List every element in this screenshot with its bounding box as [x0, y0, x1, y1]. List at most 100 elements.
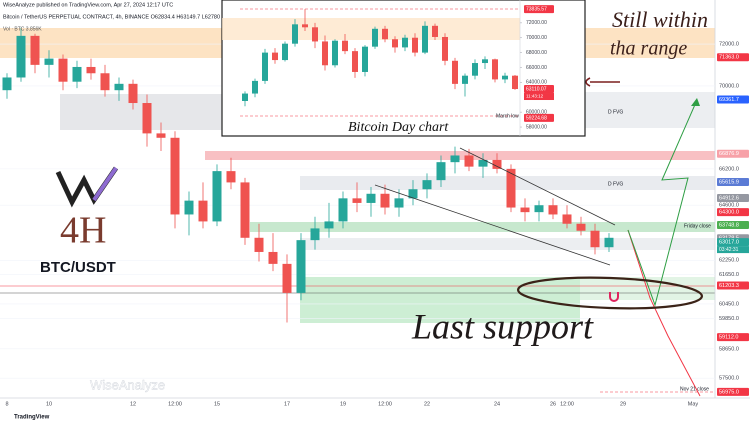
price-label: 63748.8: [719, 222, 739, 228]
candle-body: [576, 223, 586, 231]
inset-zone: [222, 18, 520, 40]
candle-body: [436, 162, 446, 181]
candle-body: [212, 171, 222, 222]
zone-support: [300, 277, 580, 323]
x-tick-label: 8: [5, 401, 8, 407]
x-tick-label: 17: [284, 401, 290, 407]
y-tick-label: 58000.00: [526, 124, 547, 130]
candle-body: [412, 37, 418, 53]
candle-body: [452, 60, 458, 84]
price-label: 64912.6: [719, 196, 739, 202]
zone-red: [205, 151, 715, 160]
candle-body: [114, 83, 124, 91]
candle-body: [442, 36, 448, 61]
candle-body: [310, 228, 320, 241]
y-tick-label: 70000.00: [526, 35, 547, 41]
volume-legend: Vol · BTC 3.856K: [3, 26, 42, 32]
candle-body: [394, 198, 404, 208]
candle-body: [44, 58, 54, 65]
y-tick-label: 59850.0: [719, 316, 739, 322]
candle-body: [322, 41, 328, 66]
x-tick-label: 12:00: [378, 401, 392, 407]
countdown-box: [524, 93, 554, 101]
price-label: 69361.7: [719, 97, 739, 103]
candle-body: [422, 25, 428, 53]
price-label: 56975.0: [719, 389, 739, 395]
y-tick-label: 60450.0: [719, 301, 739, 307]
x-tick-label: 24: [494, 401, 500, 407]
candle-body: [312, 27, 318, 42]
price-label-box: [717, 333, 749, 342]
channel-upper: [459, 147, 616, 226]
candle-body: [338, 198, 348, 222]
y-tick-label: 64000.00: [526, 80, 547, 86]
watermark: WiseAnalyze: [90, 377, 165, 392]
candle-body: [252, 80, 258, 94]
main-chart: 72000.0 70000.0 66200.0 64600.0 62250.0 61650…: [0, 0, 750, 399]
candle-body: [242, 93, 248, 101]
candle-body: [58, 58, 68, 82]
x-tick-label: 15: [214, 401, 220, 407]
candle-body: [492, 159, 502, 169]
nov-close: Nov 21 close: [680, 386, 709, 392]
x-tick-label: May: [688, 401, 699, 407]
candle-body: [402, 37, 408, 48]
price-label-box: [717, 220, 749, 229]
inset-title: Bitcoin Day chart: [348, 120, 449, 135]
candle-body: [392, 39, 398, 48]
y-tick-label: 61650.0: [719, 272, 739, 278]
bear-projection: [627, 229, 701, 397]
countdown: 03:42:31: [719, 247, 739, 253]
candle-body: [268, 251, 278, 264]
annotations: WiseAnalyze published on TradingView.com…: [3, 2, 711, 420]
price-label: 73835.57: [526, 7, 547, 13]
logo-accent: [92, 166, 118, 202]
price-label-box: [717, 194, 749, 203]
price-label-box: [717, 387, 749, 396]
price-label: 63017.0: [719, 240, 739, 246]
x-tick-label: 12:00: [560, 401, 574, 407]
candle-body: [226, 171, 236, 183]
support-note: Last support: [411, 306, 594, 346]
countdown-box: [717, 246, 749, 254]
candle-body: [512, 75, 518, 90]
magnet-icon: [609, 292, 619, 302]
y-tick-label: 72000.0: [719, 42, 739, 48]
candle-body: [272, 52, 278, 61]
channel-lower: [374, 184, 611, 266]
candle-body: [2, 77, 12, 91]
y-tick-label: 68000.00: [526, 50, 547, 56]
candle-body: [502, 75, 508, 80]
price-label: 65615.9: [719, 179, 739, 185]
candle-body: [482, 59, 488, 64]
price-label: 63110.07: [526, 86, 547, 92]
candle-body: [324, 221, 334, 229]
candle-body: [254, 237, 264, 252]
inset-chart: 72000.00 70000.00 68000.00 66000.00 64000.00…: [221, 0, 586, 137]
y-tick-label: 58650.0: [719, 346, 739, 352]
x-tick-label: 26: [550, 401, 556, 407]
candle-body: [156, 133, 166, 138]
candle-body: [590, 230, 600, 248]
y-tick-label: 57500.0: [719, 376, 739, 382]
zone-fvg: [585, 92, 715, 128]
publisher: WiseAnalyze published on TradingView.com…: [3, 2, 173, 8]
candle-body: [30, 35, 40, 65]
arrow-head: [691, 98, 700, 106]
zone-friday: [250, 222, 715, 232]
y-tick-label: 60000.00: [526, 109, 547, 115]
price-label-box: [524, 85, 554, 94]
x-tick-label: 29: [620, 401, 626, 407]
candle-body: [534, 205, 544, 213]
candle-body: [562, 214, 572, 224]
price-label-box: [717, 53, 749, 62]
x-tick-label: 22: [424, 401, 430, 407]
candle-body: [506, 168, 516, 208]
countdown: 11:43:12: [526, 94, 544, 99]
price-label-box: [717, 208, 749, 217]
candle-body: [16, 35, 26, 78]
candle-body: [128, 83, 138, 104]
candle-body: [332, 40, 338, 66]
